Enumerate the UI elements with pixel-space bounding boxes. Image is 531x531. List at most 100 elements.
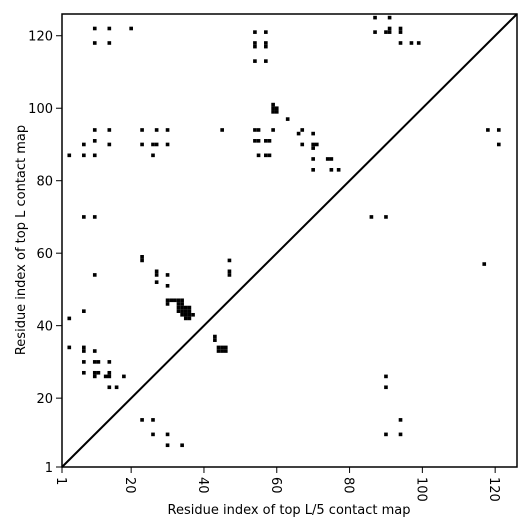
contact-point	[271, 128, 275, 132]
contact-point	[176, 298, 181, 303]
contact-point	[256, 139, 261, 143]
contact-point	[416, 41, 421, 45]
contact-point	[92, 139, 97, 143]
contact-point	[103, 374, 108, 379]
contact-point	[169, 298, 174, 303]
contact-point	[107, 128, 112, 132]
contact-point	[191, 312, 195, 317]
contact-point	[180, 309, 184, 313]
contact-point	[311, 168, 315, 172]
contact-point	[387, 30, 392, 34]
y-tick-label: 100	[28, 102, 53, 117]
contact-point	[220, 345, 224, 350]
contact-point	[264, 139, 268, 143]
contact-point	[311, 131, 315, 136]
contact-point	[165, 302, 170, 306]
contact-point	[398, 418, 403, 422]
x-tick-label: 60	[268, 477, 283, 494]
contact-point	[486, 128, 490, 132]
contact-point	[253, 59, 257, 63]
contact-point	[300, 128, 305, 132]
contact-point	[227, 258, 232, 263]
diagonal-line	[61, 13, 518, 468]
contact-point	[256, 153, 261, 158]
contact-point	[176, 309, 181, 313]
contact-point	[216, 345, 221, 350]
contact-point	[82, 142, 86, 147]
contact-point	[154, 128, 159, 132]
contact-point	[107, 370, 112, 375]
contact-point	[213, 338, 217, 342]
contact-point	[183, 305, 188, 310]
contact-point	[82, 153, 86, 158]
x-axis-ticks: 1 20 40 60 80 100 120	[53, 467, 501, 502]
contact-point	[180, 443, 184, 448]
contact-point	[82, 370, 86, 375]
contact-point	[154, 280, 159, 284]
contact-point	[140, 128, 144, 132]
contact-point	[264, 59, 268, 63]
contact-point	[300, 142, 305, 147]
contact-point	[92, 215, 97, 219]
contact-point	[180, 302, 184, 306]
contact-point	[223, 349, 228, 353]
x-tick-label: 80	[341, 477, 356, 494]
x-tick-label: 120	[486, 477, 501, 502]
contact-point	[114, 385, 119, 390]
contact-point	[140, 258, 144, 263]
contact-point	[398, 41, 403, 45]
contact-point	[92, 360, 97, 364]
contact-points	[67, 15, 501, 448]
contact-point	[387, 26, 392, 31]
x-tick-label: 1	[53, 477, 68, 485]
contact-point	[256, 128, 261, 132]
contact-point	[314, 142, 319, 147]
plot-frame	[61, 13, 518, 468]
contact-point	[165, 298, 170, 303]
contact-point	[122, 374, 126, 379]
contact-point	[274, 110, 279, 114]
contact-point	[183, 309, 188, 313]
contact-point	[496, 142, 501, 147]
contact-point	[264, 41, 268, 45]
contact-point	[409, 41, 414, 45]
contact-point	[271, 102, 275, 107]
contact-point	[107, 360, 112, 364]
contact-point	[325, 157, 330, 161]
contact-point	[165, 128, 170, 132]
contact-point	[82, 345, 86, 350]
contact-point	[173, 298, 177, 303]
contact-point	[336, 168, 341, 172]
contact-point	[82, 360, 86, 364]
contact-point	[384, 374, 388, 379]
contact-point	[384, 215, 388, 219]
contact-point	[267, 153, 272, 158]
contact-point	[154, 273, 159, 277]
contact-point	[213, 334, 217, 339]
contact-point	[271, 110, 275, 114]
contact-point	[387, 15, 392, 20]
contact-point	[165, 142, 170, 147]
contact-point	[271, 106, 275, 111]
contact-point	[398, 26, 403, 31]
y-tick-label: 120	[28, 30, 53, 45]
contact-point	[165, 443, 170, 448]
contact-point	[82, 215, 86, 219]
contact-point	[92, 349, 97, 353]
contact-point	[107, 142, 112, 147]
contact-point	[92, 153, 97, 158]
contact-point	[398, 432, 403, 437]
contact-point	[140, 418, 144, 422]
contact-point	[253, 139, 257, 143]
contact-point	[187, 312, 192, 317]
contact-point	[285, 117, 290, 121]
contact-point	[82, 309, 86, 313]
contact-point	[92, 26, 97, 31]
contact-point	[398, 30, 403, 34]
contact-point	[67, 316, 72, 321]
contact-point	[140, 255, 144, 259]
contact-point	[264, 153, 268, 158]
contact-point	[216, 349, 221, 353]
contact-point	[274, 106, 279, 111]
